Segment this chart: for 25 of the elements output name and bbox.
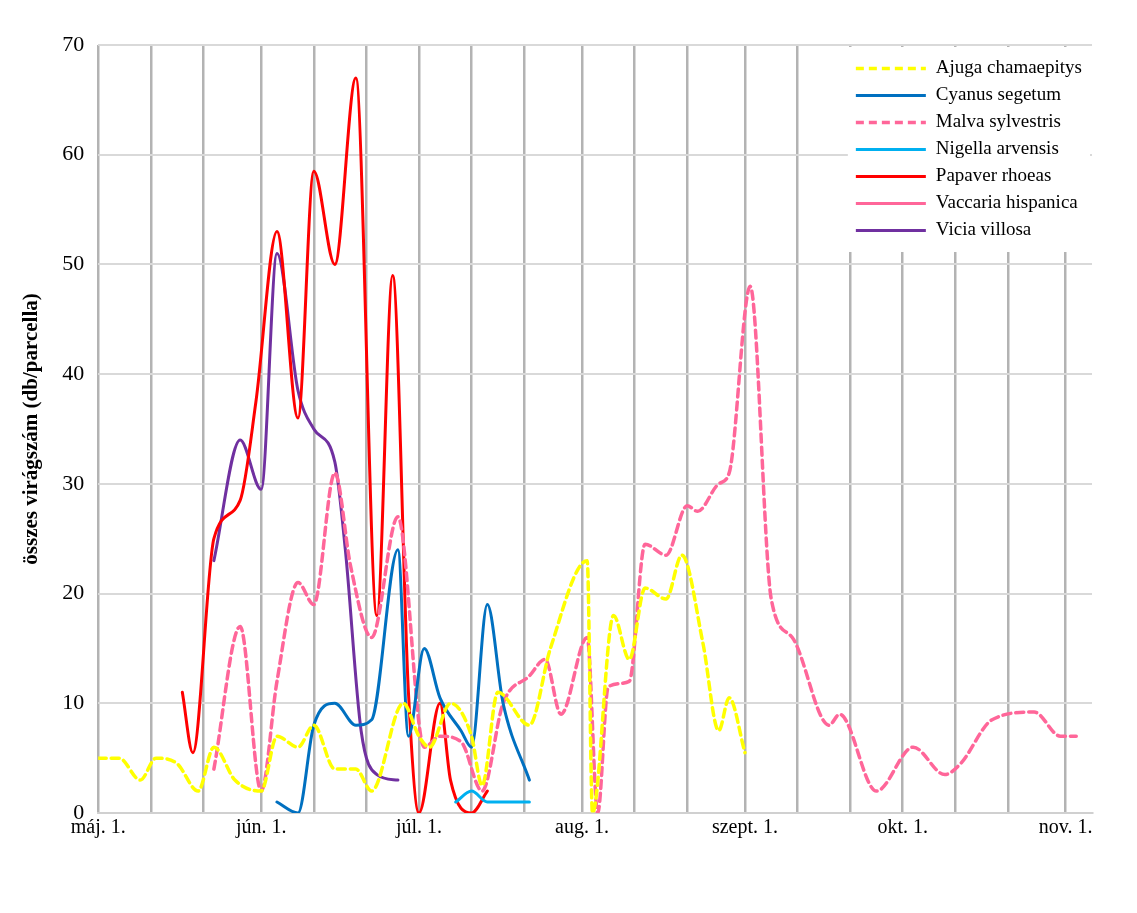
y-tick-label: 60	[62, 140, 85, 166]
line-series	[98, 553, 747, 813]
y-axis-title: összes virágszám (db/parcella)	[18, 293, 43, 565]
legend-label: Ajuga chamaepitys	[935, 56, 1083, 78]
x-tick-label: júl. 1.	[394, 815, 443, 839]
y-tick-label: 10	[62, 689, 85, 715]
line-series	[275, 548, 531, 813]
x-tick-label: nov. 1.	[1038, 815, 1093, 838]
legend-label: Papaver rhoeas	[935, 164, 1052, 186]
line-series	[212, 284, 1078, 813]
y-tick-label: 50	[62, 250, 85, 276]
legend-label: Malva sylvestris	[935, 110, 1061, 132]
legend-label: Cyanus segetum	[935, 83, 1062, 105]
legend-label: Vicia villosa	[935, 218, 1032, 240]
y-tick-label: 40	[62, 359, 85, 385]
legend-label: Vaccaria hispanica	[935, 191, 1079, 213]
line-series	[180, 76, 489, 813]
x-tick-label: okt. 1.	[877, 815, 928, 838]
x-tick-label: aug. 1.	[555, 815, 609, 839]
y-tick-label: 70	[62, 30, 85, 56]
y-tick-label: 20	[62, 579, 85, 605]
x-tick-label: szept. 1.	[711, 815, 779, 839]
legend-label: Nigella arvensis	[935, 137, 1059, 159]
x-tick-label: jún. 1.	[234, 815, 287, 839]
y-tick-label: 30	[62, 469, 85, 495]
